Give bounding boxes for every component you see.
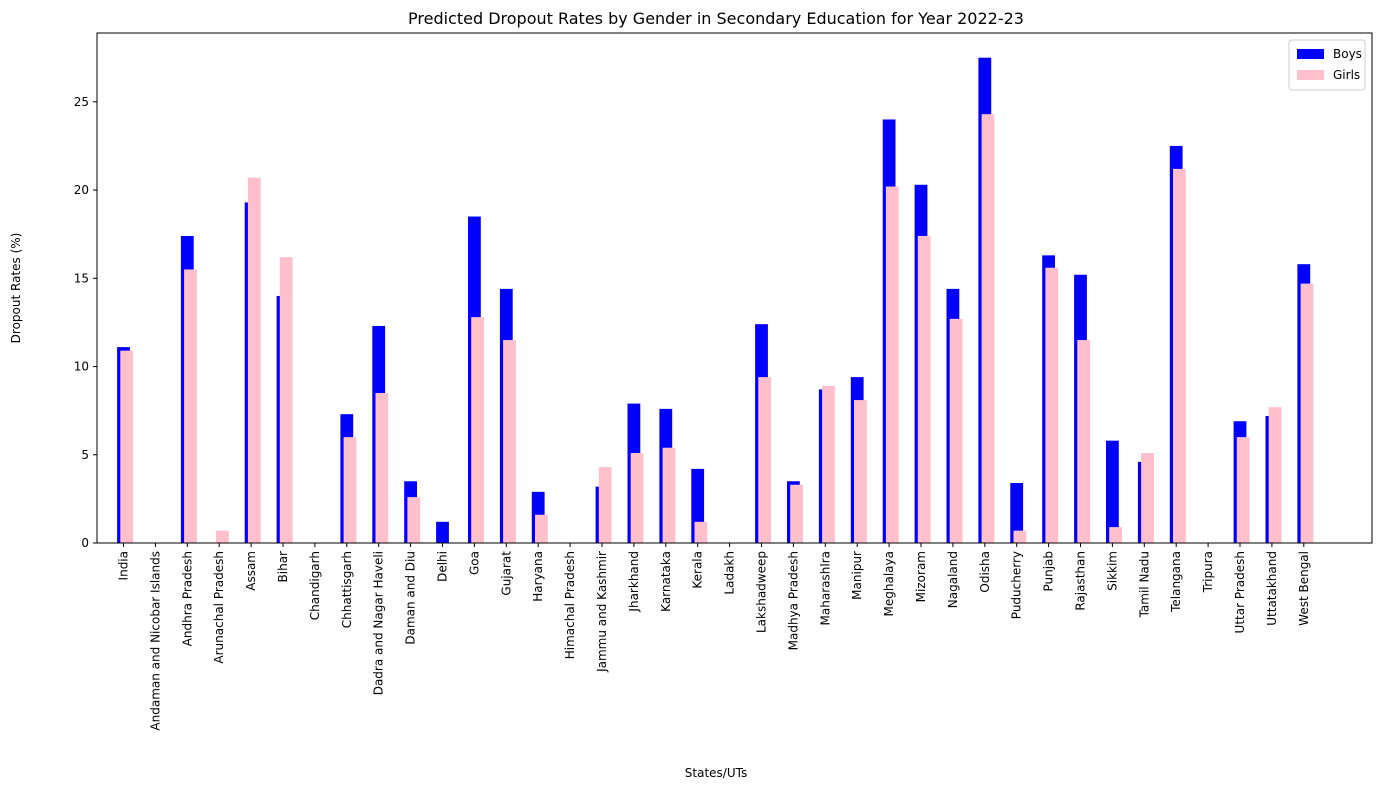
legend-label-boys: Boys [1333,47,1362,61]
y-tick-label: 15 [74,271,89,285]
bar-girls [1236,437,1250,543]
bar-boys [1106,440,1119,543]
x-tick-label: Bihar [276,551,290,583]
x-tick-label: Daman and Diu [404,551,418,645]
x-tick-label: Jammu and Kashmir [595,551,609,673]
legend: Boys Girls [1288,39,1366,91]
bar-girls [885,186,899,543]
bar-girls [981,114,995,544]
x-tick-label: Telangana [1169,551,1183,613]
plot-area: 0 5 10 15 20 25 India Andaman and Nicobar Islan… [74,32,1373,731]
x-tick-label: Jharkhand [627,551,641,613]
x-tick-label: Meghalaya [882,551,896,616]
x-tick-label: Andhra Pradesh [180,551,194,646]
x-tick-label: Uttar Pradesh [1233,551,1247,633]
bar-girls [598,467,612,543]
x-tick-label: Punjab [1042,551,1056,592]
bar-girls [822,385,835,543]
bar-girls [247,177,261,543]
bar-girls [1045,267,1059,543]
x-tick-label: India [117,551,131,580]
legend-swatch-girls [1297,70,1324,80]
bar-girls [917,235,931,543]
x-tick-label: Himachal Pradesh [563,551,577,659]
bar-girls [471,317,484,543]
x-tick-label: Dadra and Nagar Haveli [372,551,386,695]
x-tick-label: Chandigarh [308,551,322,620]
y-tick-label: 10 [74,360,89,374]
y-tick-label: 20 [74,183,89,197]
bar-boys [436,521,449,543]
bar-girls [758,377,772,543]
bar-girls [1173,168,1186,543]
x-tick-label: Delhi [436,551,450,582]
bar-girls [120,350,134,543]
x-tick-label: Madhya Pradesh [786,551,800,650]
legend-swatch-boys [1297,49,1324,59]
bar-girls [1077,340,1091,543]
bar-girls [535,514,548,543]
bar-girls [279,257,293,543]
y-tick-label: 0 [81,536,89,550]
bar-girls [694,521,708,543]
x-axis-label: States/UTs [685,766,747,780]
legend-label-girls: Girls [1333,68,1360,82]
bar-girls [1268,407,1282,543]
bar-girls [1300,283,1314,543]
x-tick-label: Uttatakhand [1265,551,1279,626]
x-tick-label: Lakshadweep [755,551,769,633]
bar-girls [949,318,963,543]
bar-girls [216,530,229,543]
y-tick-label: 25 [74,95,89,109]
x-tick-label: Gujarat [499,551,513,596]
x-tick-label: Nagaland [946,551,960,608]
x-tick-label: Mizoram [914,551,928,602]
bar-girls [184,269,197,543]
bar-girls [630,453,644,543]
x-tick-label: Karnataka [659,551,673,612]
y-axis-label: Dropout Rates (%) [9,233,23,344]
x-tick-label: West Bengal [1297,551,1311,626]
x-tick-label: Tamil Nadu [1137,551,1151,618]
bar-girls [343,437,357,543]
bar-girls [854,400,867,543]
x-tick-label: Haryana [531,551,545,602]
bar-girls [1141,453,1154,543]
x-tick-label: Arunachal Pradesh [212,551,226,664]
bar-girls [503,340,516,543]
plot-frame [96,32,1373,544]
x-tick-label: Odisha [978,551,992,593]
chart-title: Predicted Dropout Rates by Gender in Sec… [408,9,1024,28]
x-tick-label: Ladakh [723,551,737,595]
x-tick-label: Manipur [850,551,864,600]
x-tick-label: Tripura [1201,551,1215,593]
x-tick-label: Maharashlra [818,551,832,625]
x-tick-label: Chhattisgarh [340,551,354,628]
bar-girls [1013,530,1027,543]
x-tick-label: Rajasthan [1074,551,1088,611]
x-tick-label: Puducherry [1010,551,1024,619]
y-tick-label: 5 [81,448,89,462]
bar-girls [662,447,676,543]
x-tick-label: Assam [244,551,258,591]
x-tick-label: Andaman and Nicobar Islands [148,551,162,731]
bar-girls [1109,527,1122,543]
x-tick-label: Kerala [691,551,705,589]
bar-girls [375,393,389,543]
x-tick-label: Goa [467,551,481,575]
bar-girls [407,497,421,543]
bar-boys [1010,483,1024,543]
x-tick-label: Sikkim [1105,551,1119,591]
bar-girls [790,484,803,543]
